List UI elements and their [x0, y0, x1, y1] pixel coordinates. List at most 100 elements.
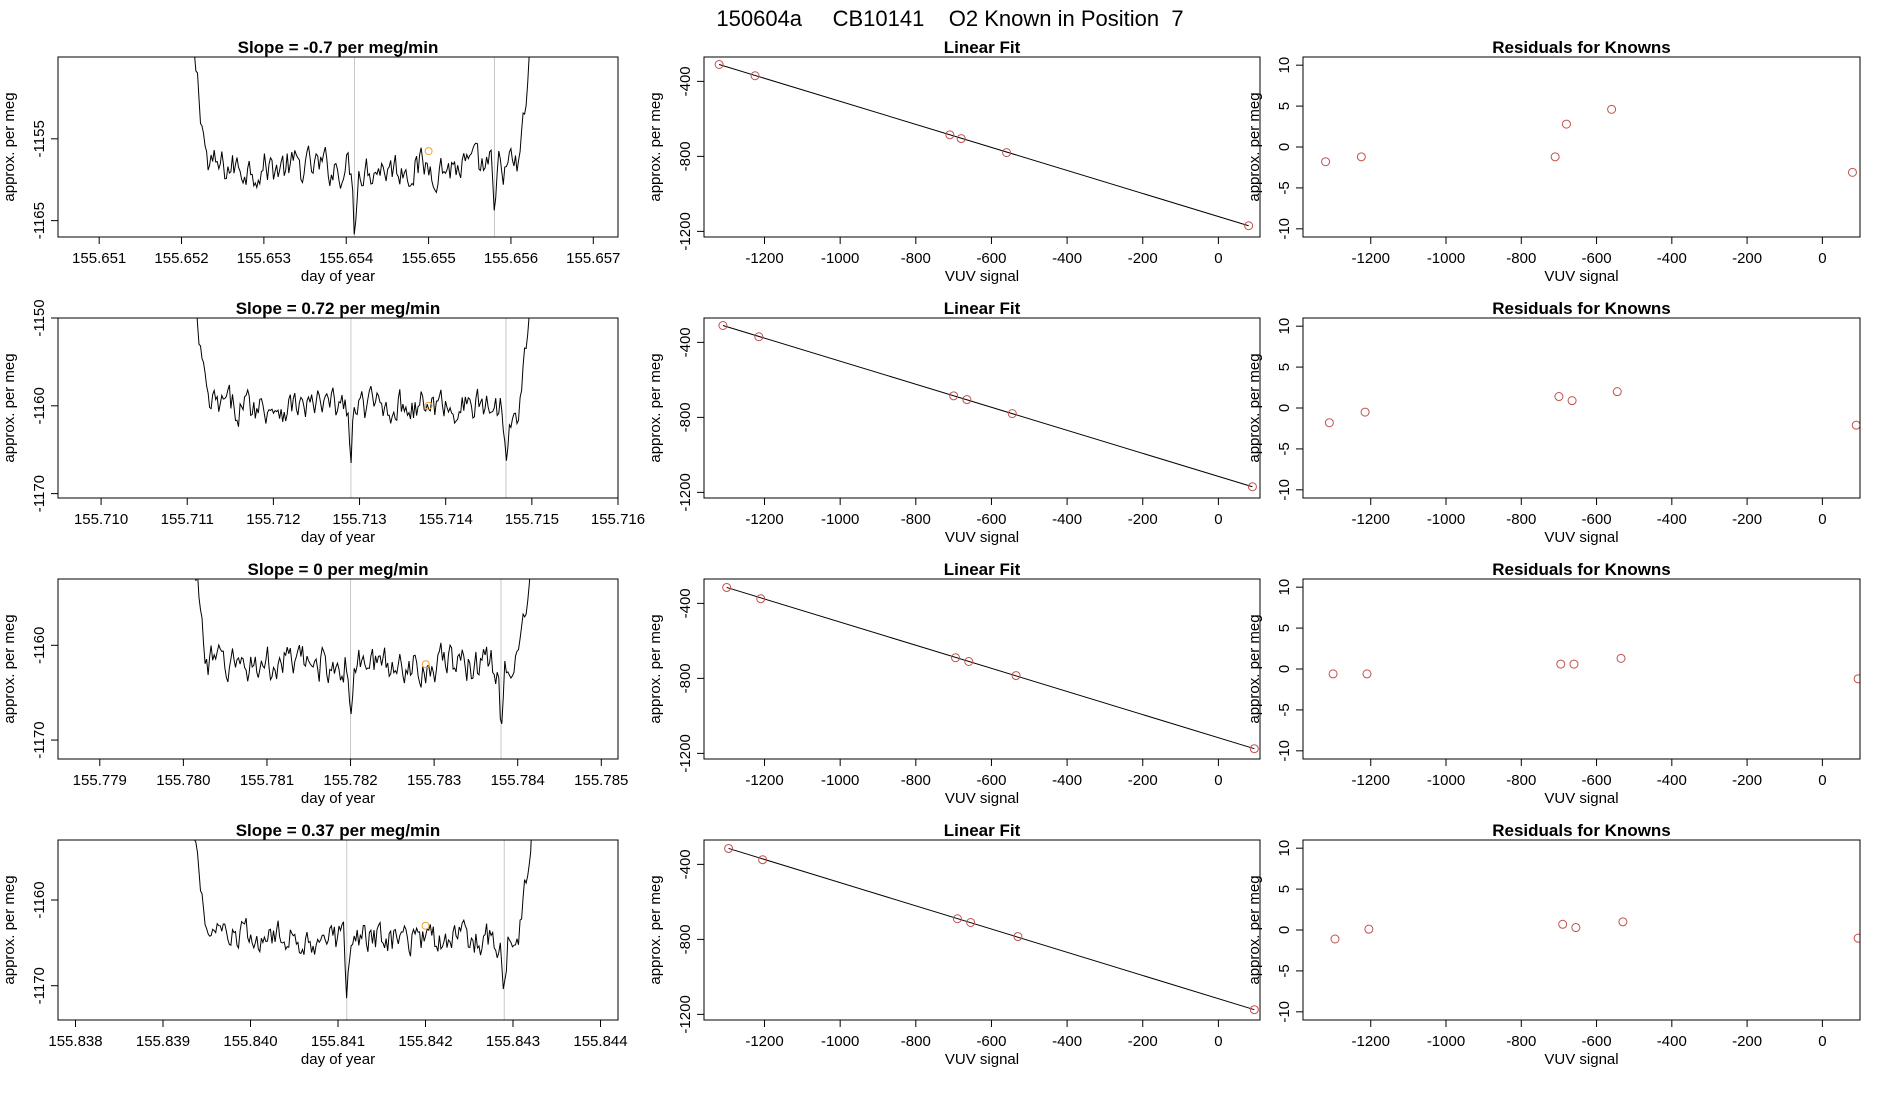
x-tick-label: -1000	[821, 511, 859, 528]
x-tick-label: 155.710	[74, 511, 128, 528]
data-trace	[194, 840, 532, 999]
x-tick-label: 155.780	[156, 772, 210, 789]
y-tick-label: 10	[1276, 318, 1293, 335]
data-point	[1571, 923, 1581, 933]
panel-title: Slope = 0.37 per meg/min	[236, 821, 441, 840]
panel-1-3: Residuals for Knowns-1200 -1000 -800 -600 -4…	[1246, 38, 1861, 285]
x-axis: -1200 -1000 -800 -600 -400 -200 0	[1352, 498, 1827, 528]
y-tick-label: -10	[1276, 1001, 1293, 1023]
y-tick-label: 10	[1276, 840, 1293, 857]
plot-area	[718, 321, 1257, 492]
y-tick-label: 0	[1276, 926, 1293, 934]
plot-frame	[57, 317, 619, 499]
x-tick-label: -1200	[745, 772, 783, 789]
x-axis-label: VUV signal	[945, 529, 1019, 546]
page-title: 150604a CB10141 O2 Known in Position 7	[716, 6, 1183, 31]
x-tick-label: -1200	[745, 250, 783, 267]
panel-title: Slope = -0.7 per meg/min	[238, 38, 439, 57]
y-tick-label: -400	[677, 66, 694, 96]
x-tick-label: 155.839	[136, 1033, 190, 1050]
plot-area	[195, 579, 531, 759]
x-axis-label: VUV signal	[1544, 529, 1618, 546]
data-point	[1356, 152, 1366, 162]
panel-title: Residuals for Knowns	[1492, 560, 1671, 579]
plot-area	[194, 840, 532, 1020]
fit-line	[722, 325, 1253, 488]
y-axis: -400 -800 -1200	[677, 327, 704, 512]
x-axis: -1200 -1000 -800 -600 -400 -200 0	[745, 759, 1223, 789]
y-axis-label: approx. per meg	[1246, 614, 1263, 723]
y-axis-label: approx. per meg	[1246, 875, 1263, 984]
x-axis: 155.779 155.780 155.781 155.782 155.783 155.7…	[73, 759, 628, 789]
y-axis-label: approx. per meg	[1246, 353, 1263, 462]
plot-area	[722, 582, 1259, 754]
data-trace	[196, 318, 530, 464]
data-point	[952, 914, 962, 924]
x-tick-label: -600	[1582, 250, 1612, 267]
x-tick-label: -600	[976, 1033, 1006, 1050]
x-tick-label: -800	[901, 511, 931, 528]
x-tick-label: 155.779	[73, 772, 127, 789]
x-tick-label: -200	[1128, 511, 1158, 528]
x-tick-label: 155.713	[332, 511, 386, 528]
x-tick-label: 155.782	[323, 772, 377, 789]
y-tick-label: -5	[1276, 181, 1293, 194]
y-axis-label: approx. per meg	[1, 614, 18, 723]
x-tick-label: -600	[976, 772, 1006, 789]
x-axis-label: day of year	[301, 268, 375, 285]
y-tick-label: -400	[677, 588, 694, 618]
y-tick-label: -10	[1276, 218, 1293, 240]
y-tick-label: 0	[1276, 665, 1293, 673]
x-tick-label: 155.654	[319, 250, 373, 267]
plot-frame	[1302, 56, 1861, 238]
data-point	[1362, 669, 1372, 679]
x-axis-label: VUV signal	[1544, 268, 1618, 285]
data-point	[1244, 221, 1254, 231]
data-point	[1569, 659, 1579, 669]
panel-1-1: Slope = -0.7 per meg/min 155.651 155.652 15…	[1, 38, 620, 285]
x-tick-label: 155.711	[161, 511, 214, 528]
data-point	[1007, 409, 1017, 419]
x-tick-label: -400	[1052, 1033, 1082, 1050]
data-point	[1321, 157, 1331, 167]
sample-marker	[424, 401, 433, 410]
panel-title: Residuals for Knowns	[1492, 38, 1671, 57]
data-point	[1360, 407, 1370, 417]
data-trace	[195, 579, 531, 724]
data-point	[945, 130, 955, 140]
data-point	[1607, 104, 1617, 114]
x-tick-label: 155.651	[72, 250, 126, 267]
plot-frame	[57, 578, 619, 760]
plot-area	[196, 318, 530, 498]
data-point	[1249, 744, 1259, 754]
x-axis-label: day of year	[301, 790, 375, 807]
x-axis: -1200 -1000 -800 -600 -400 -200 0	[1352, 1020, 1827, 1050]
y-tick-label: -800	[677, 924, 694, 954]
data-point	[1561, 119, 1571, 129]
data-point	[750, 71, 760, 81]
x-axis: -1200 -1000 -800 -600 -400 -200 0	[745, 498, 1223, 528]
x-tick-label: 0	[1214, 250, 1222, 267]
x-tick-label: -1000	[1427, 250, 1465, 267]
x-tick-label: -600	[1582, 511, 1612, 528]
plot-area	[1321, 104, 1857, 177]
y-tick-label: -800	[677, 663, 694, 693]
data-point	[1853, 933, 1860, 943]
y-tick-label: -1160	[31, 881, 48, 918]
panel-title: Slope = 0.72 per meg/min	[236, 299, 441, 318]
y-tick-label: 5	[1276, 363, 1293, 371]
x-tick-label: 155.652	[154, 250, 208, 267]
x-tick-label: -1200	[745, 1033, 783, 1050]
panel-4-3: Residuals for Knowns -1200 -1000 -800 -600 -4…	[1246, 821, 1861, 1068]
data-point	[1612, 387, 1622, 397]
x-tick-label: 155.712	[246, 511, 300, 528]
panel-title: Residuals for Knowns	[1492, 821, 1671, 840]
x-tick-label: 0	[1214, 1033, 1222, 1050]
data-point	[1249, 1005, 1259, 1015]
y-tick-label: -1165	[31, 202, 48, 239]
data-point	[1853, 674, 1860, 684]
fit-line	[718, 64, 1249, 227]
